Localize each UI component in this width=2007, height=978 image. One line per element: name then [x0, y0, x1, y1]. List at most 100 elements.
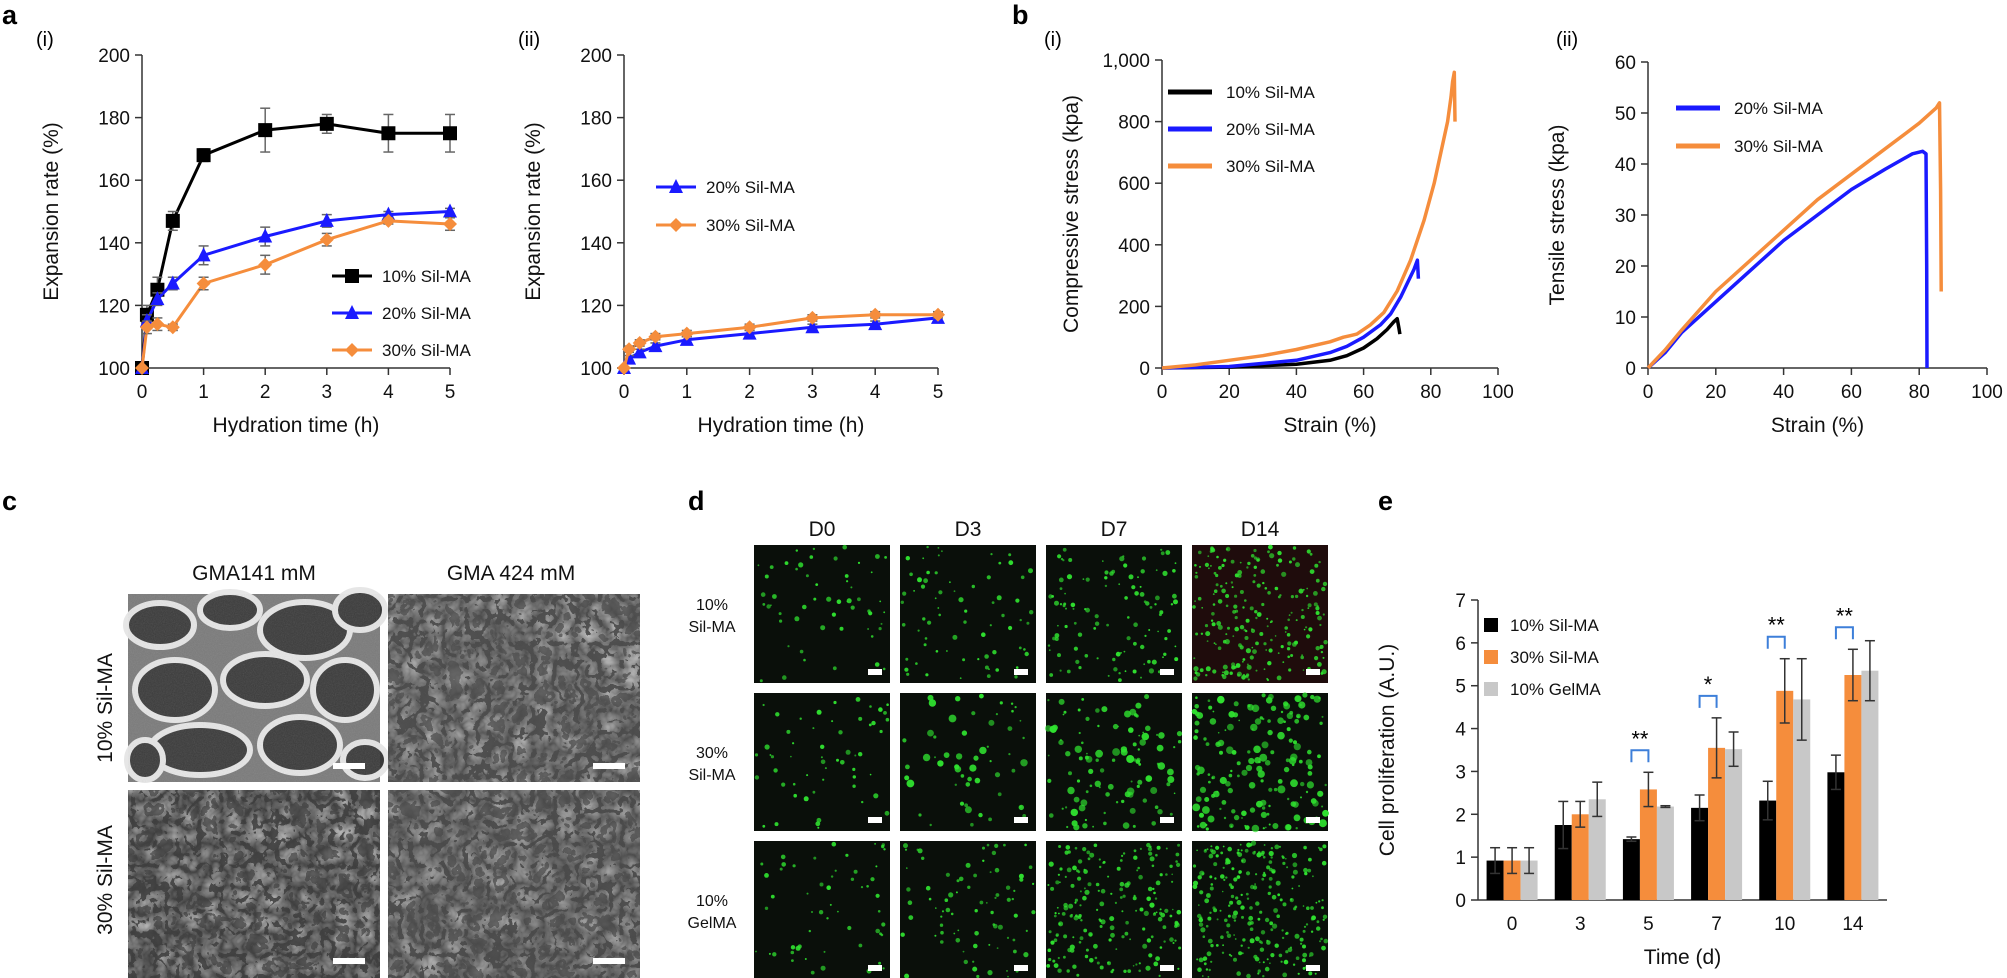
ld-cell [1242, 938, 1246, 942]
ld-cell [1262, 975, 1265, 978]
ld-cell [820, 759, 826, 765]
ld-cell [1175, 860, 1178, 863]
ld-cell [1174, 921, 1179, 926]
ld-cell [1047, 778, 1052, 784]
ld-cell [1253, 548, 1257, 553]
ld-scale-bar [1306, 669, 1320, 675]
ld-cell [1299, 937, 1304, 942]
ld-cell [1084, 889, 1090, 895]
ld-cell [1315, 606, 1320, 611]
ld-cell [782, 675, 787, 680]
ld-cell [1155, 911, 1158, 914]
ld-cell [1308, 971, 1313, 976]
ld-cell [1269, 621, 1272, 624]
ld-cell [1119, 556, 1125, 562]
ld-cell [1245, 764, 1253, 772]
ld-cell [1129, 807, 1136, 814]
ld-cell [764, 873, 769, 878]
ld-cell [1083, 928, 1088, 933]
ld-cell [1247, 921, 1252, 926]
ld-cell [1266, 865, 1271, 870]
ld-cell [1251, 824, 1260, 833]
ld-cell [1256, 583, 1261, 588]
ld-cell [1315, 611, 1320, 615]
x-tick-label: 1 [198, 382, 209, 403]
ld-cell [917, 629, 920, 632]
ld-cell [1151, 821, 1156, 826]
panel-label-e: e [1378, 486, 1393, 516]
ld-cell [1208, 780, 1211, 784]
y-tick-label: 160 [580, 171, 612, 192]
ld-cell [1134, 591, 1139, 596]
ld-cell [1070, 883, 1075, 888]
ld-cell [904, 973, 910, 978]
legend-label: 20% Sil-MA [706, 178, 795, 197]
ld-cell [1106, 623, 1109, 627]
y-tick-label: 600 [1118, 174, 1150, 195]
ld-cell [1316, 920, 1320, 924]
ld-cell [1268, 804, 1271, 808]
ld-cell [1108, 938, 1112, 942]
ld-cell [1240, 944, 1243, 947]
ld-cell [1175, 852, 1180, 857]
ld-cell [986, 575, 991, 580]
ld-cell [1268, 850, 1274, 857]
ld-cell [1093, 943, 1098, 949]
ld-cell [1241, 858, 1246, 864]
x-tick-label: 2 [744, 382, 755, 403]
ld-cell [1152, 887, 1155, 891]
ld-image-background [754, 841, 890, 978]
ld-cell [1242, 658, 1246, 661]
ld-cell [1219, 776, 1227, 785]
ld-cell [1053, 938, 1058, 942]
ld-cell [969, 764, 977, 772]
ld-cell [1241, 817, 1243, 819]
ld-cell [1288, 614, 1291, 616]
ld-cell [997, 924, 1003, 930]
ld-cell [1049, 813, 1054, 818]
bar [1759, 800, 1777, 900]
ld-cell [1253, 954, 1258, 959]
ld-cell [1300, 615, 1305, 619]
ld-cell [1255, 669, 1258, 672]
ld-cell [1063, 955, 1066, 959]
ld-cell [927, 694, 934, 701]
ld-cell [1245, 618, 1250, 623]
ld-cell [1270, 953, 1275, 958]
y-tick-label: 120 [580, 296, 612, 317]
ld-cell [1133, 849, 1137, 853]
ld-col-header: D0 [809, 518, 836, 541]
ld-cell [1316, 926, 1321, 931]
ld-cell [988, 817, 992, 822]
ld-cell [1270, 856, 1273, 859]
ld-cell [1319, 623, 1322, 627]
ld-cell [1208, 853, 1214, 859]
ld-scale-bar [868, 965, 882, 971]
ld-cell [1234, 616, 1238, 620]
ld-cell [925, 673, 929, 677]
data-point [648, 338, 663, 353]
ld-cell [1290, 779, 1298, 788]
sem-row-label-1: 10% Sil-MA [94, 653, 117, 763]
ld-scale-bar [1160, 965, 1174, 971]
ld-cell [960, 774, 965, 778]
ld-cell [883, 711, 887, 715]
y-tick-label: 1,000 [1102, 51, 1150, 72]
ld-cell [1253, 850, 1256, 853]
x-tick-label: 0 [619, 382, 630, 403]
ld-cell [955, 753, 963, 760]
ld-cell [1064, 875, 1067, 879]
ld-cell [905, 764, 910, 770]
ld-cell [1162, 656, 1164, 659]
ld-cell [1302, 952, 1308, 958]
ld-cell [1148, 851, 1153, 856]
ld-cell [760, 592, 766, 597]
data-point [196, 276, 211, 291]
ld-cell [770, 604, 772, 607]
ld-cell [1230, 559, 1235, 564]
ld-cell [1321, 945, 1326, 951]
ld-cell [1231, 809, 1236, 814]
bar [1622, 839, 1640, 900]
ld-cell [1032, 882, 1035, 886]
ld-cell [1015, 598, 1020, 603]
